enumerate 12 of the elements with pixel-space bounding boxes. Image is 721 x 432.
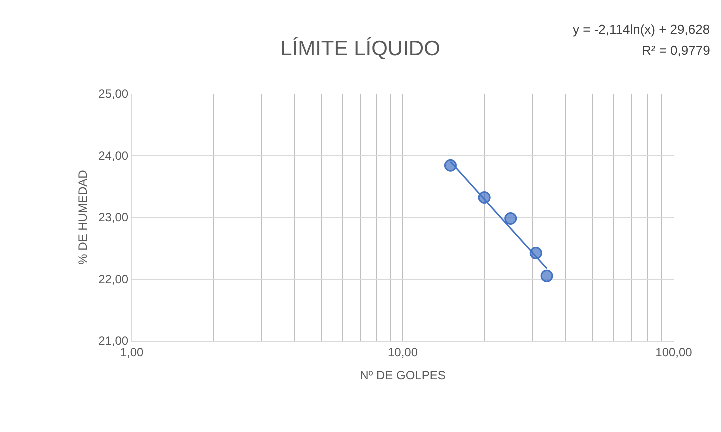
text: R² = 0,9779 [642, 43, 710, 58]
y-tick-label: 24,00 [98, 148, 129, 163]
x-tick-label: 100,00 [656, 345, 693, 360]
x-axis-title: Nº DE GOLPES [360, 368, 446, 382]
point [504, 212, 518, 225]
x-tick-label: 10,00 [388, 345, 418, 360]
y-tick-label: 23,00 [98, 210, 129, 225]
chart-title: LÍMITE LÍQUIDO [280, 36, 440, 61]
y-axis-title: % DE HUMEDAD [76, 170, 90, 265]
y-tick-label: 25,00 [98, 87, 129, 102]
y-tick-label: 22,00 [98, 272, 129, 286]
text: y = -2,114ln(x) + 29,628 [573, 22, 710, 37]
